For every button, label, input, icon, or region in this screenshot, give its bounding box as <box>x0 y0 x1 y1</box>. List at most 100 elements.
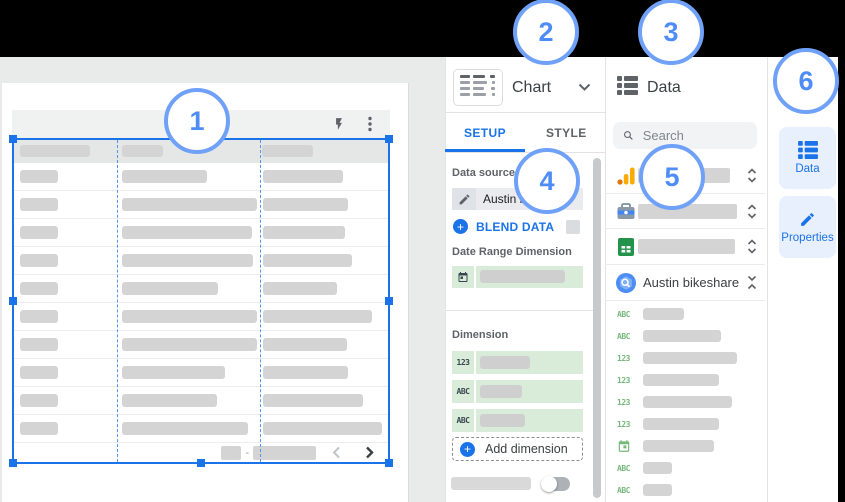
data-source-row-expanded[interactable]: Austin bikeshare <box>605 265 765 301</box>
table-chart[interactable]: - <box>9 135 393 467</box>
top-black-bar <box>0 0 845 57</box>
source-name: Austin bikeshare <box>643 275 740 291</box>
redacted-field-name <box>480 385 522 398</box>
resize-handle[interactable] <box>385 135 393 143</box>
redacted-cell <box>263 254 352 267</box>
google-analytics-icon <box>617 167 635 185</box>
field-row[interactable]: 123 <box>605 369 765 391</box>
setup-panel-scrollbar[interactable] <box>593 158 601 498</box>
redacted-cell <box>263 366 348 379</box>
redacted-field-name <box>643 462 672 474</box>
blend-data-label: BLEND DATA <box>476 219 555 234</box>
field-row[interactable]: ABC <box>605 479 765 501</box>
table-row <box>14 275 388 303</box>
text-type-icon: ABC <box>617 464 630 473</box>
text-type-icon: ABC <box>617 310 630 319</box>
sidebar-data-button[interactable]: Data <box>779 127 836 189</box>
date-range-chip[interactable] <box>452 266 583 288</box>
dimension-chip[interactable]: ABC <box>452 380 583 403</box>
chart-type-thumbnail[interactable] <box>453 69 503 106</box>
number-type-icon: 123 <box>617 376 630 385</box>
unfold-more-icon[interactable] <box>746 239 758 255</box>
section-divider <box>445 310 593 311</box>
redacted-cell <box>122 338 257 351</box>
field-row[interactable]: ABC <box>605 325 765 347</box>
redacted-header-cell <box>262 145 313 157</box>
field-list: ABC ABC 123 123 123 123 ABC <box>605 303 765 501</box>
previous-page-icon[interactable] <box>332 446 341 459</box>
field-row[interactable]: ABC <box>605 303 765 325</box>
add-dimension-button[interactable]: + Add dimension <box>452 437 583 461</box>
chevron-down-icon[interactable] <box>578 83 591 91</box>
dimension-field <box>476 351 583 374</box>
chart-panel-title: Chart <box>512 79 552 96</box>
toggle-switch-off[interactable] <box>541 476 570 492</box>
google-sheets-icon <box>618 238 634 257</box>
tabs-divider <box>445 152 605 153</box>
unfold-more-icon[interactable] <box>746 204 758 219</box>
dimension-label: Dimension <box>452 329 509 341</box>
right-sidebar <box>767 57 839 502</box>
plus-icon: + <box>460 441 475 457</box>
table-chart-icon <box>460 75 495 96</box>
redacted-cell <box>20 226 58 239</box>
field-row[interactable]: 123 <box>605 347 765 369</box>
table-row <box>14 387 388 415</box>
field-row[interactable]: 123 <box>605 413 765 435</box>
redacted-toggle-label <box>451 477 531 490</box>
redacted-field-name <box>643 352 737 364</box>
pencil-icon <box>459 194 469 204</box>
redacted-cell <box>122 422 248 435</box>
redacted-field-name <box>480 356 530 369</box>
unfold-more-icon[interactable] <box>746 168 758 183</box>
data-panel-title: Data <box>647 79 681 96</box>
field-row[interactable] <box>605 435 765 457</box>
redacted-cell <box>20 198 58 211</box>
unfold-less-icon[interactable] <box>746 275 758 290</box>
next-page-icon[interactable] <box>365 446 374 459</box>
blend-data-button[interactable]: + BLEND DATA <box>453 219 554 234</box>
callout-2: 2 <box>513 0 579 65</box>
column-divider[interactable] <box>117 140 118 462</box>
resize-handle[interactable] <box>385 297 393 305</box>
redacted-cell <box>20 422 58 435</box>
dimension-chip[interactable]: ABC <box>452 409 583 432</box>
redacted-cell <box>122 170 207 183</box>
field-row[interactable]: 123 <box>605 391 765 413</box>
field-search[interactable] <box>613 122 757 149</box>
data-source-row[interactable] <box>605 229 765 266</box>
redacted-cell <box>122 366 225 379</box>
resize-handle[interactable] <box>385 459 393 467</box>
calendar-icon <box>458 272 468 282</box>
lightning-icon[interactable] <box>332 116 346 132</box>
redacted-field-name <box>643 396 732 408</box>
redacted-field-name <box>480 270 565 283</box>
pencil-icon <box>801 212 814 226</box>
resize-handle[interactable] <box>9 135 17 143</box>
resize-handle[interactable] <box>9 297 17 305</box>
dimension-chip[interactable]: 123 <box>452 351 583 374</box>
redacted-cell <box>263 226 345 239</box>
sidebar-properties-label: Properties <box>781 231 834 244</box>
toolbox-icon <box>617 202 635 219</box>
search-input[interactable] <box>640 127 747 144</box>
column-divider[interactable] <box>260 140 261 462</box>
pagination-separator: - <box>245 446 249 459</box>
date-range-dimension-label: Date Range Dimension <box>452 246 572 258</box>
tab-setup[interactable]: SETUP <box>464 126 507 140</box>
data-list-icon <box>797 141 818 159</box>
redacted-cell <box>20 282 58 295</box>
tab-style[interactable]: STYLE <box>546 126 587 140</box>
bigquery-icon <box>616 273 636 294</box>
resize-handle[interactable] <box>9 459 17 467</box>
field-row[interactable]: ABC <box>605 457 765 479</box>
add-dimension-label: Add dimension <box>485 442 568 456</box>
more-vert-icon[interactable] <box>368 116 372 132</box>
table-row <box>14 331 388 359</box>
sidebar-properties-button[interactable]: Properties <box>779 196 836 258</box>
resize-handle[interactable] <box>197 459 205 467</box>
edit-data-source-icon-box[interactable] <box>452 188 476 210</box>
redacted-cell <box>263 422 382 435</box>
table-row <box>14 163 388 191</box>
